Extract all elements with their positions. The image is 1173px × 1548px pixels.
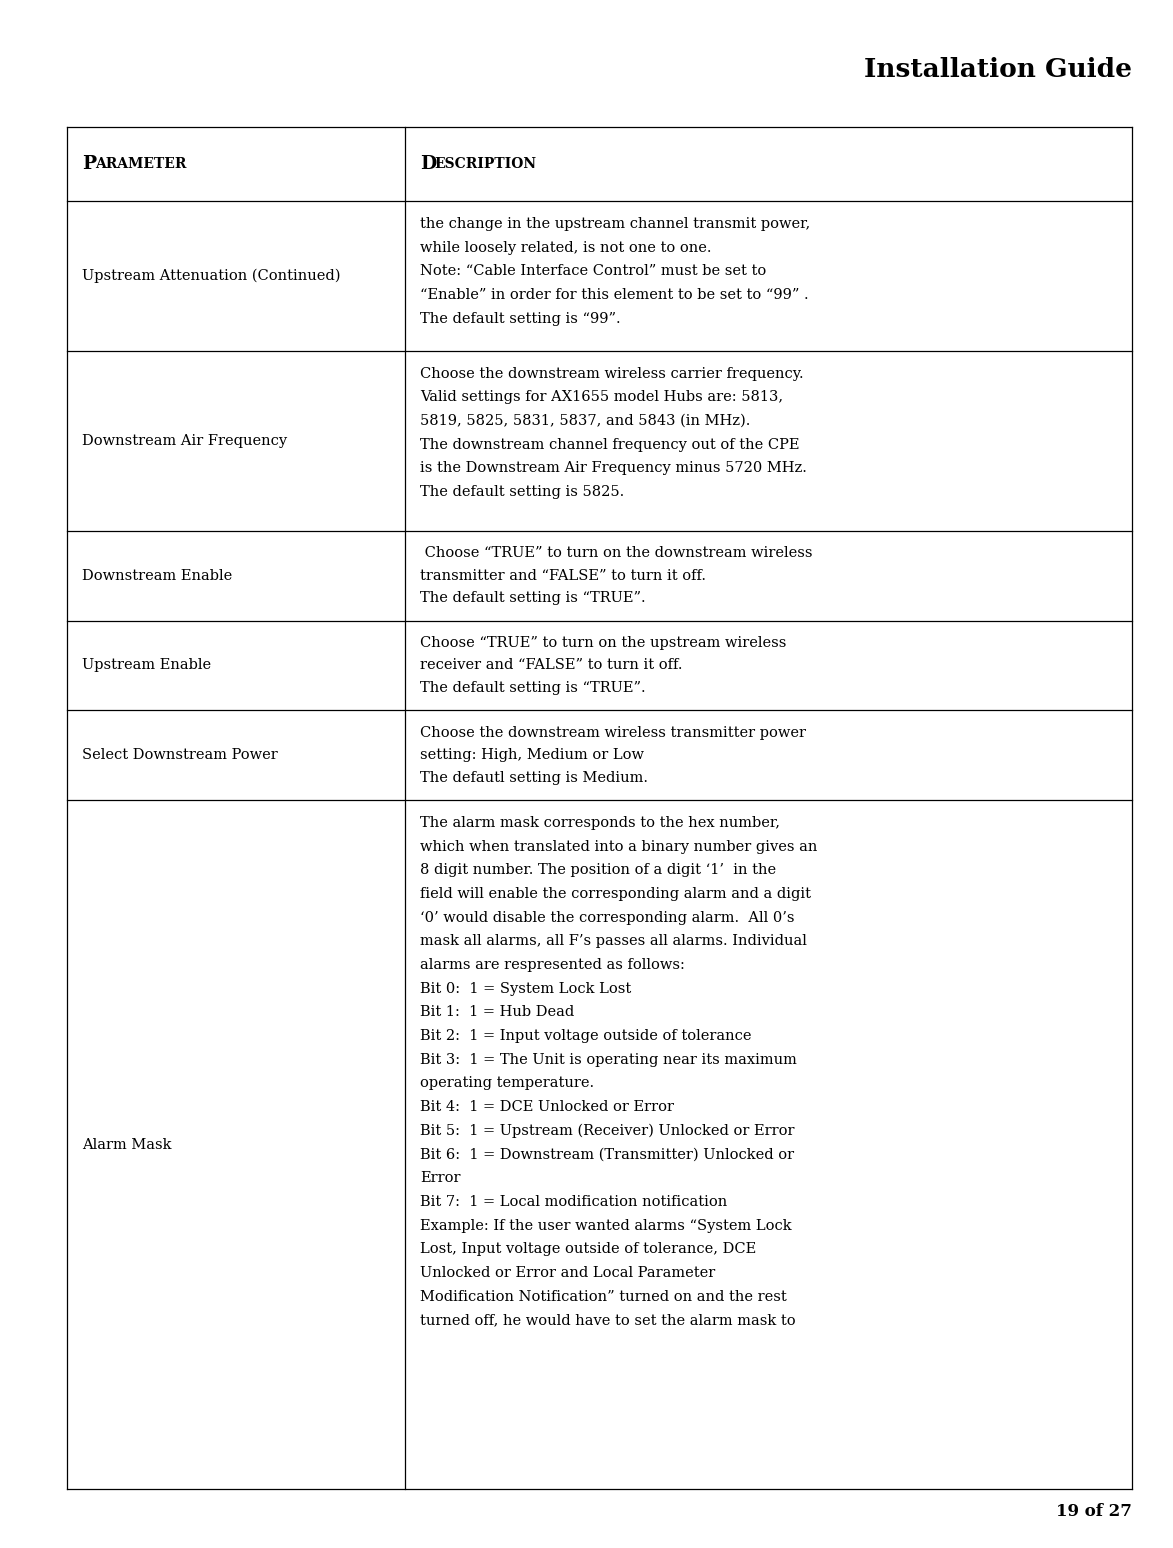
Text: P: P	[82, 155, 96, 173]
Text: Bit 4:  1 = DCE Unlocked or Error: Bit 4: 1 = DCE Unlocked or Error	[420, 1101, 674, 1115]
Text: Modification Notification” turned on and the rest: Modification Notification” turned on and…	[420, 1289, 787, 1303]
Text: Downstream Air Frequency: Downstream Air Frequency	[82, 433, 287, 447]
Text: Downstream Enable: Downstream Enable	[82, 568, 232, 582]
Text: mask all alarms, all F’s passes all alarms. Individual: mask all alarms, all F’s passes all alar…	[420, 935, 807, 949]
Text: “Enable” in order for this element to be set to “99” .: “Enable” in order for this element to be…	[420, 288, 808, 302]
Text: Lost, Input voltage outside of tolerance, DCE: Lost, Input voltage outside of tolerance…	[420, 1243, 757, 1257]
Text: while loosely related, is not one to one.: while loosely related, is not one to one…	[420, 240, 712, 254]
Text: The downstream channel frequency out of the CPE: The downstream channel frequency out of …	[420, 438, 800, 452]
Text: setting: High, Medium or Low: setting: High, Medium or Low	[420, 748, 644, 762]
Text: The alarm mask corresponds to the hex number,: The alarm mask corresponds to the hex nu…	[420, 816, 780, 830]
Text: The default setting is “TRUE”.: The default setting is “TRUE”.	[420, 591, 645, 605]
Text: ARAMETER: ARAMETER	[96, 156, 187, 172]
Text: Note: “Cable Interface Control” must be set to: Note: “Cable Interface Control” must be …	[420, 265, 766, 279]
Text: Bit 6:  1 = Downstream (Transmitter) Unlocked or: Bit 6: 1 = Downstream (Transmitter) Unlo…	[420, 1147, 794, 1161]
Text: Error: Error	[420, 1172, 461, 1186]
Text: Bit 0:  1 = System Lock Lost: Bit 0: 1 = System Lock Lost	[420, 981, 631, 995]
Text: Bit 1:  1 = Hub Dead: Bit 1: 1 = Hub Dead	[420, 1006, 575, 1020]
Text: Choose the downstream wireless carrier frequency.: Choose the downstream wireless carrier f…	[420, 367, 804, 381]
Text: alarms are respresented as follows:: alarms are respresented as follows:	[420, 958, 685, 972]
Text: transmitter and “FALSE” to turn it off.: transmitter and “FALSE” to turn it off.	[420, 568, 706, 582]
Text: turned off, he would have to set the alarm mask to: turned off, he would have to set the ala…	[420, 1313, 795, 1327]
Text: Valid settings for AX1655 model Hubs are: 5813,: Valid settings for AX1655 model Hubs are…	[420, 390, 784, 404]
Text: 8 digit number. The position of a digit ‘1’  in the: 8 digit number. The position of a digit …	[420, 864, 777, 878]
Text: Bit 7:  1 = Local modification notification: Bit 7: 1 = Local modification notificati…	[420, 1195, 727, 1209]
Text: The default setting is “TRUE”.: The default setting is “TRUE”.	[420, 681, 645, 695]
Text: Bit 5:  1 = Upstream (Receiver) Unlocked or Error: Bit 5: 1 = Upstream (Receiver) Unlocked …	[420, 1124, 794, 1138]
Text: The default setting is 5825.: The default setting is 5825.	[420, 485, 624, 498]
Text: The defautl setting is Medium.: The defautl setting is Medium.	[420, 771, 647, 785]
Text: field will enable the corresponding alarm and a digit: field will enable the corresponding alar…	[420, 887, 811, 901]
Text: Alarm Mask: Alarm Mask	[82, 1138, 171, 1152]
Text: Choose “TRUE” to turn on the upstream wireless: Choose “TRUE” to turn on the upstream wi…	[420, 636, 786, 650]
Text: Bit 3:  1 = The Unit is operating near its maximum: Bit 3: 1 = The Unit is operating near it…	[420, 1053, 796, 1067]
Text: receiver and “FALSE” to turn it off.: receiver and “FALSE” to turn it off.	[420, 658, 683, 672]
Text: 5819, 5825, 5831, 5837, and 5843 (in MHz).: 5819, 5825, 5831, 5837, and 5843 (in MHz…	[420, 413, 751, 429]
Text: Bit 2:  1 = Input voltage outside of tolerance: Bit 2: 1 = Input voltage outside of tole…	[420, 1029, 752, 1043]
Text: operating temperature.: operating temperature.	[420, 1076, 594, 1090]
Text: Upstream Enable: Upstream Enable	[82, 658, 211, 672]
Text: Choose the downstream wireless transmitter power: Choose the downstream wireless transmitt…	[420, 726, 806, 740]
Text: The default setting is “99”.: The default setting is “99”.	[420, 311, 621, 325]
Text: which when translated into a binary number gives an: which when translated into a binary numb…	[420, 839, 818, 853]
Text: Select Downstream Power: Select Downstream Power	[82, 748, 278, 762]
Text: ESCRIPTION: ESCRIPTION	[434, 156, 536, 172]
Text: the change in the upstream channel transmit power,: the change in the upstream channel trans…	[420, 217, 811, 231]
Text: Upstream Attenuation (Continued): Upstream Attenuation (Continued)	[82, 269, 340, 283]
Text: D: D	[420, 155, 436, 173]
Text: is the Downstream Air Frequency minus 5720 MHz.: is the Downstream Air Frequency minus 57…	[420, 461, 807, 475]
Text: Unlocked or Error and Local Parameter: Unlocked or Error and Local Parameter	[420, 1266, 716, 1280]
Text: ‘0’ would disable the corresponding alarm.  All 0’s: ‘0’ would disable the corresponding alar…	[420, 910, 794, 924]
Text: Example: If the user wanted alarms “System Lock: Example: If the user wanted alarms “Syst…	[420, 1218, 792, 1232]
Text: Choose “TRUE” to turn on the downstream wireless: Choose “TRUE” to turn on the downstream …	[420, 546, 813, 560]
Text: Installation Guide: Installation Guide	[865, 57, 1132, 82]
Text: 19 of 27: 19 of 27	[1056, 1503, 1132, 1520]
